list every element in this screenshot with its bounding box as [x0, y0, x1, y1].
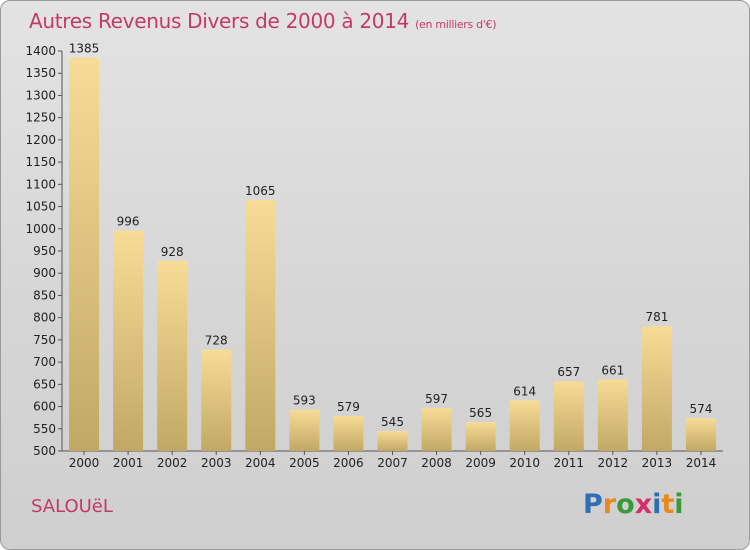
x-tick-label-2010: 2010 [509, 456, 540, 470]
bar-2001 [113, 230, 144, 451]
bars [69, 57, 716, 452]
bar-2007 [377, 431, 408, 451]
x-tick-label-2012: 2012 [598, 456, 629, 470]
logo-letter: x [634, 489, 653, 520]
x-tick-label-2003: 2003 [201, 456, 232, 470]
bar-2009 [465, 422, 496, 451]
x-tick-label-2011: 2011 [553, 456, 584, 470]
y-tick-label: 600 [33, 400, 56, 414]
y-tick-label: 550 [33, 422, 56, 436]
y-tick-label: 950 [33, 244, 56, 258]
x-tick-label-2001: 2001 [113, 456, 144, 470]
y-tick-label: 850 [33, 288, 56, 302]
value-label-2006: 579 [337, 400, 360, 414]
logo-letter: r [602, 489, 617, 520]
bar-2010 [509, 400, 540, 451]
x-tick-label-2013: 2013 [642, 456, 673, 470]
value-label-2011: 657 [557, 365, 580, 379]
y-axis: 500 550 600 650 700 750 800 850 900 950 1000 1050 11… [25, 44, 63, 458]
logo-letter: i [652, 489, 662, 520]
chart-title-unit: (en milliers d'€) [415, 18, 497, 31]
value-label-2009: 565 [469, 406, 492, 420]
value-label-2008: 597 [425, 392, 448, 406]
bar-2011 [553, 381, 584, 451]
value-label-2002: 928 [161, 245, 184, 259]
y-tick-label: 1050 [25, 200, 56, 214]
x-tick-label-2007: 2007 [377, 456, 408, 470]
y-tick-label: 750 [33, 333, 56, 347]
x-tick-label-2014: 2014 [686, 456, 717, 470]
bar-2013 [641, 326, 672, 451]
value-label-2014: 574 [690, 402, 713, 416]
data-labels: 1385 996 928 728 1065 593 579 545 597 565 614 657 66… [69, 42, 713, 429]
chart-title-main: Autres Revenus Divers de 2000 à 2014 [29, 9, 410, 33]
y-tick-label: 1250 [25, 111, 56, 125]
logo-letter: o [616, 489, 635, 520]
value-label-2007: 545 [381, 415, 404, 429]
x-tick-label-2006: 2006 [333, 456, 364, 470]
y-tick-label: 500 [33, 444, 56, 458]
logo-letter: t [661, 489, 675, 520]
value-label-2001: 996 [117, 215, 140, 229]
bar-2014 [685, 418, 716, 451]
bar-2008 [421, 407, 452, 451]
x-axis: 2000 2001 2002 2003 2004 2005 2006 2007 2008 2009… [62, 450, 723, 470]
logo-letter: i [674, 489, 684, 520]
y-tick-label: 900 [33, 266, 56, 280]
x-tick-label-2008: 2008 [421, 456, 452, 470]
commune-name: SALOUëL [31, 496, 113, 517]
y-tick-label: 1100 [25, 177, 56, 191]
bar-2012 [597, 379, 628, 451]
chart-title: Autres Revenus Divers de 2000 à 2014 (en … [29, 9, 497, 33]
y-tick-label: 1350 [25, 66, 56, 80]
bar-2004 [245, 199, 276, 451]
y-tick-label: 650 [33, 377, 56, 391]
value-label-2000: 1385 [69, 42, 100, 56]
y-tick-label: 1400 [25, 44, 56, 58]
x-tick-label-2000: 2000 [69, 456, 100, 470]
y-tick-label: 1200 [25, 133, 56, 147]
y-tick-label: 1000 [25, 222, 56, 236]
proxiti-logo[interactable]: Proxiti [583, 489, 684, 520]
bar-2005 [289, 409, 320, 451]
y-tick-label: 1300 [25, 88, 56, 102]
y-tick-label: 700 [33, 355, 56, 369]
y-tick-label: 1150 [25, 155, 56, 169]
y-tick-label: 800 [33, 311, 56, 325]
x-tick-label-2005: 2005 [289, 456, 320, 470]
bar-2003 [201, 349, 232, 451]
value-label-2003: 728 [205, 334, 228, 348]
x-tick-label-2009: 2009 [465, 456, 496, 470]
value-label-2004: 1065 [245, 184, 276, 198]
x-tick-label-2002: 2002 [157, 456, 188, 470]
value-label-2005: 593 [293, 394, 316, 408]
value-label-2013: 781 [645, 310, 668, 324]
x-tick-label-2004: 2004 [245, 456, 276, 470]
bar-2000 [69, 57, 100, 452]
value-label-2010: 614 [513, 384, 536, 398]
value-label-2012: 661 [601, 363, 624, 377]
bar-2006 [333, 415, 364, 451]
logo-letter: P [583, 489, 603, 520]
bar-2002 [157, 260, 188, 451]
